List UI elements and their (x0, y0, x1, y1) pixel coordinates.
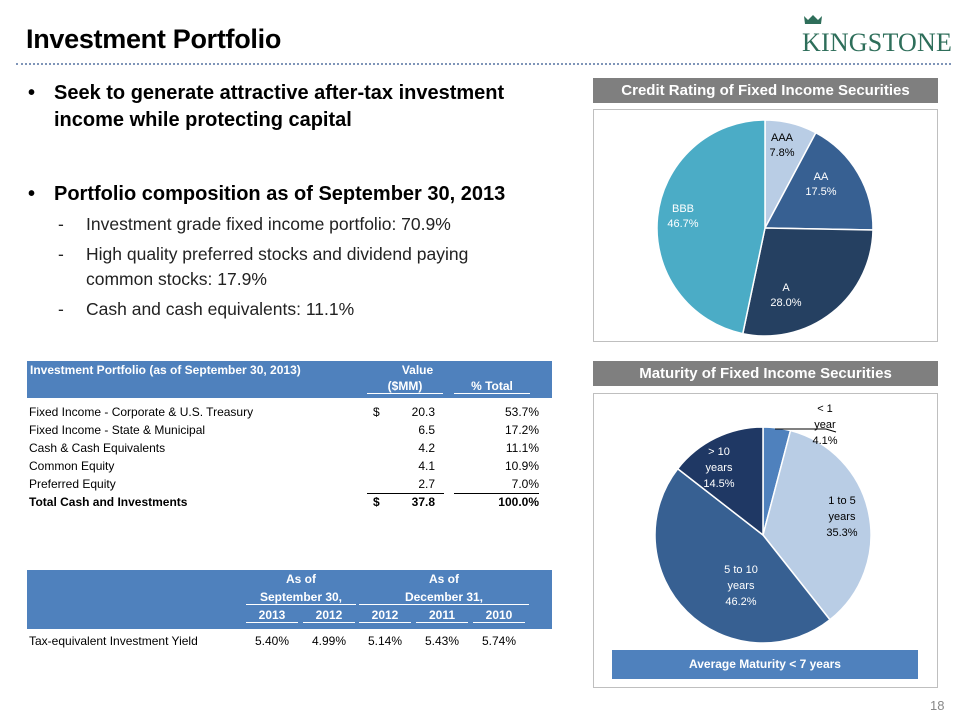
row-label: Preferred Equity (29, 477, 116, 491)
row-value: 4.2 (418, 441, 435, 455)
pie-data-label: < 1 year 4.1% (812, 403, 837, 447)
pie-slice-5-to-10-years (654, 467, 831, 644)
pie-data-label: > 10 years 14.5% (703, 446, 734, 490)
pie-slice-a (741, 227, 874, 337)
bullet-line: Seek to generate attractive after-tax in… (54, 82, 505, 104)
row-value: 20.3 (411, 405, 435, 419)
row-currency: $ (373, 405, 380, 419)
year-header: 2011 (416, 608, 468, 623)
pie-data-label: 1 to 5 years 35.3% (826, 495, 857, 539)
page-title: Investment Portfolio (26, 24, 282, 54)
credit-rating-chart-box: AAA 7.8% AA 17.5% A 28.0% BBB 46.7% (593, 109, 938, 342)
row-label: Cash & Cash Equivalents (29, 441, 166, 455)
bullet-list: • Seek to generate attractive after-tax … (28, 80, 568, 322)
group1-line1: As of (286, 572, 316, 586)
table-total-row: Total Cash and Investments $ 37.8 100.0% (27, 493, 552, 511)
pie-data-label: A 28.0% (770, 282, 801, 309)
maturity-pie-chart: < 1 year 4.1% 1 to 5 years 35.3% 5 to 10 years 4… (654, 403, 872, 644)
row-pct: 7.0% (511, 477, 539, 491)
sub-bullet-item: - High quality preferred stocks and divi… (28, 242, 568, 293)
pie-data-label: AA 17.5% (805, 171, 836, 198)
table-title: Investment Portfolio (as of September 30… (30, 363, 301, 377)
row-label: Common Equity (29, 459, 115, 473)
row-label: Tax-equivalent Investment Yield (29, 634, 198, 648)
maturity-chart-box: < 1 year 4.1% 1 to 5 years 35.3% 5 to 10 years 4… (593, 393, 938, 688)
maturity-title: Maturity of Fixed Income Securities (593, 361, 938, 386)
table-row: Cash & Cash Equivalents 4.2 11.1% (27, 439, 552, 457)
credit-rating-title: Credit Rating of Fixed Income Securities (593, 78, 938, 103)
dash-icon: - (58, 214, 64, 234)
crown-icon (804, 15, 822, 24)
table-row: Fixed Income - Corporate & U.S. Treasury… (27, 403, 552, 421)
row-label: Total Cash and Investments (29, 495, 188, 509)
portfolio-table-header: Investment Portfolio (as of September 30… (27, 361, 552, 398)
sub-bullet-item: - Cash and cash equivalents: 11.1% (28, 297, 568, 323)
credit-rating-pie-chart: AAA 7.8% AA 17.5% A 28.0% BBB 46.7% (656, 119, 874, 337)
row-label: Fixed Income - State & Municipal (29, 423, 206, 437)
row-pct: 11.1% (505, 441, 539, 455)
sub-bullet-line: High quality preferred stocks and divide… (86, 243, 469, 264)
table-row: Common Equity 4.1 10.9% (27, 457, 552, 475)
row-pct: 100.0% (454, 493, 539, 511)
average-maturity-banner: Average Maturity < 7 years (612, 650, 918, 679)
pie-slice-bbb (656, 119, 766, 335)
row-value: 37.8 (411, 495, 435, 509)
row-label: Fixed Income - Corporate & U.S. Treasury (29, 405, 254, 419)
pie-slice-1-to-5-years (762, 429, 872, 621)
yield-value: 5.40% (254, 634, 290, 648)
sub-bullet-line: Investment grade fixed income portfolio:… (86, 214, 451, 234)
table-row: Preferred Equity 2.7 7.0% (27, 475, 552, 493)
page-number: 18 (930, 698, 945, 713)
row-pct: 10.9% (504, 459, 539, 473)
group1-line2: September 30, (246, 590, 356, 605)
yield-table: As of September 30, As of December 31, 2… (27, 570, 552, 650)
year-header: 2012 (359, 608, 411, 623)
sub-bullet-line: Cash and cash equivalents: 11.1% (86, 298, 355, 319)
dash-icon: - (58, 243, 64, 264)
group2-line2: December 31, (359, 590, 529, 605)
pie-slice-10-years (676, 426, 764, 537)
row-currency: $ (367, 493, 444, 511)
bullet-icon: • (28, 183, 36, 205)
bullet-icon: • (28, 82, 36, 104)
pct-header: % Total (454, 379, 530, 394)
bullet-line: income while protecting capital (54, 109, 352, 131)
yield-value: 5.14% (367, 634, 403, 648)
portfolio-table: Investment Portfolio (as of September 30… (27, 361, 552, 511)
pie-data-label: AAA 7.8% (769, 132, 794, 159)
table-row: Fixed Income - State & Municipal 6.5 17.… (27, 421, 552, 439)
dash-icon: - (58, 298, 64, 319)
pie-data-label: BBB 46.7% (667, 203, 698, 230)
kingstone-logo: KINGSTONE (800, 14, 952, 57)
logo-wordmark: KINGSTONE (802, 28, 953, 57)
yield-value: 4.99% (311, 634, 347, 648)
row-value: 2.7 (418, 477, 435, 491)
bullet-item: • Portfolio composition as of September … (28, 181, 568, 208)
row-value: 4.1 (418, 459, 435, 473)
group2-line1: As of (429, 572, 459, 586)
sub-bullet-item: - Investment grade fixed income portfoli… (28, 212, 568, 238)
year-header: 2012 (303, 608, 355, 623)
row-pct: 53.7% (504, 405, 539, 419)
sub-bullet-line: common stocks: 17.9% (86, 269, 267, 289)
pie-slice-aa (763, 131, 874, 231)
bullet-line: Portfolio composition as of September 30… (54, 183, 506, 205)
year-header: 2013 (246, 608, 298, 623)
yield-value: 5.74% (481, 634, 517, 648)
table-row: Tax-equivalent Investment Yield 5.40% 4.… (27, 632, 552, 650)
yield-table-header: As of September 30, As of December 31, 2… (27, 570, 552, 629)
row-pct: 17.2% (504, 423, 539, 437)
yield-value: 5.43% (424, 634, 460, 648)
bullet-item: • Seek to generate attractive after-tax … (28, 80, 568, 134)
pie-data-label: 5 to 10 years 46.2% (724, 564, 758, 608)
year-header: 2010 (473, 608, 525, 623)
value-header-line1: Value (401, 363, 434, 377)
value-header-line2: ($MM) (367, 379, 443, 394)
title-divider (16, 63, 951, 65)
leader-line (775, 428, 837, 433)
row-value: 6.5 (418, 423, 435, 437)
